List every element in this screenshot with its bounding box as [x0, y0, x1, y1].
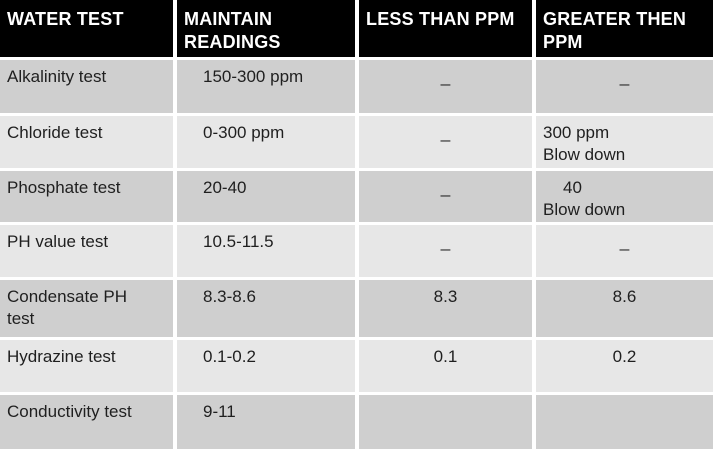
cell-greater-then: 0.2	[536, 340, 713, 392]
cell-less-than: 8.3	[359, 280, 532, 337]
cell-maintain-reading: 9-11	[177, 395, 355, 449]
cell-maintain-reading: 0-300 ppm	[177, 116, 355, 168]
cell-greater-then: 40 Blow down	[536, 171, 713, 222]
cell-test-name: Phosphate test	[0, 171, 173, 222]
cell-test-name: Chloride test	[0, 116, 173, 168]
cell-greater-then: 8.6	[536, 280, 713, 337]
cell-less-than: _	[359, 116, 532, 168]
cell-maintain-reading: 10.5-11.5	[177, 225, 355, 277]
cell-maintain-reading: 8.3-8.6	[177, 280, 355, 337]
cell-less-than	[359, 395, 532, 449]
cell-maintain-reading: 150-300 ppm	[177, 60, 355, 113]
column-header-greater-then: GREATER THEN PPM	[536, 0, 713, 57]
cell-less-than: _	[359, 60, 532, 113]
cell-maintain-reading: 20-40	[177, 171, 355, 222]
column-header-less-than: LESS THAN PPM	[359, 0, 532, 57]
cell-greater-then	[536, 395, 713, 449]
cell-less-than: _	[359, 171, 532, 222]
cell-test-name: Hydrazine test	[0, 340, 173, 392]
cell-greater-then: _	[536, 60, 713, 113]
cell-test-name: Conductivity test	[0, 395, 173, 449]
cell-less-than: 0.1	[359, 340, 532, 392]
cell-test-name: Alkalinity test	[0, 60, 173, 113]
cell-test-name: PH value test	[0, 225, 173, 277]
cell-maintain-reading: 0.1-0.2	[177, 340, 355, 392]
cell-greater-then: _	[536, 225, 713, 277]
cell-test-name: Condensate PH test	[0, 280, 173, 337]
column-header-water-test: WATER TEST	[0, 0, 173, 57]
column-header-maintain: MAINTAIN READINGS	[177, 0, 355, 57]
cell-less-than: _	[359, 225, 532, 277]
cell-greater-then: 300 ppm Blow down	[536, 116, 713, 168]
